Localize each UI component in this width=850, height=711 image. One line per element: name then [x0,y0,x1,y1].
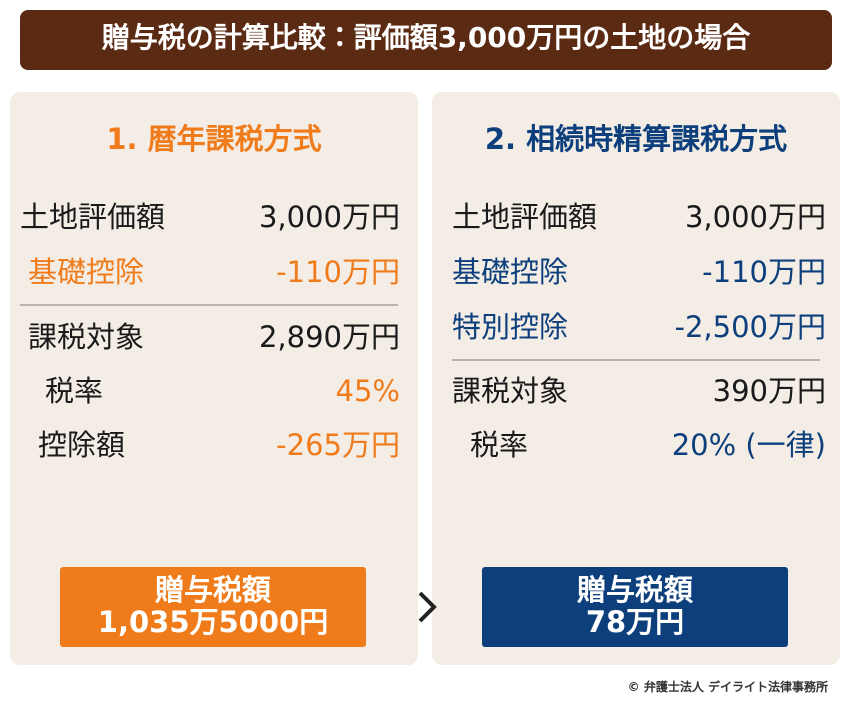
row-value: 3,000万円 [258,200,400,234]
panel-heading: 1. 暦年課税方式 [106,122,322,156]
row-value: -110万円 [702,255,826,289]
separator [452,359,820,361]
title: 贈与税の計算比較：評価額3,000万円の土地の場合 [101,21,751,54]
row-value: 3,000万円 [684,200,826,234]
row-label: 基礎控除 [28,255,145,289]
arrow [418,591,437,623]
title-bar [20,10,832,70]
row-label: 基礎控除 [452,255,569,289]
row-value: -2,500万円 [674,310,827,344]
result-box: 贈与税額 1,035万5000円 [60,567,366,647]
row-label: 課税対象 [452,374,569,408]
row-label: 税率 [470,428,529,462]
result-label: 贈与税額 [154,573,271,608]
result-value: 1,035万5000円 [97,605,329,639]
separator [20,304,398,306]
panel-heading: 2. 相続時精算課税方式 [484,122,788,156]
result-box: 贈与税額 78万円 [482,567,788,647]
row-label: 土地評価額 [452,200,598,234]
row-value: -110万円 [276,255,400,289]
arrow-chevron [418,591,437,623]
result-value: 78万円 [585,605,685,639]
row-label: 特別控除 [452,310,569,344]
row-value: 45% [335,374,400,408]
row-value: 20% (一律) [671,428,826,462]
credit: © 弁護士法人 デイライト法律事務所 [627,680,828,694]
row-label: 土地評価額 [20,200,166,234]
row-value: 390万円 [712,374,826,408]
row-value: -265万円 [276,428,400,462]
row-label: 税率 [45,374,104,408]
row-label: 課税対象 [28,320,145,354]
result-label: 贈与税額 [576,573,693,608]
row-value: 2,890万円 [258,320,400,354]
row-label: 控除額 [38,428,126,462]
